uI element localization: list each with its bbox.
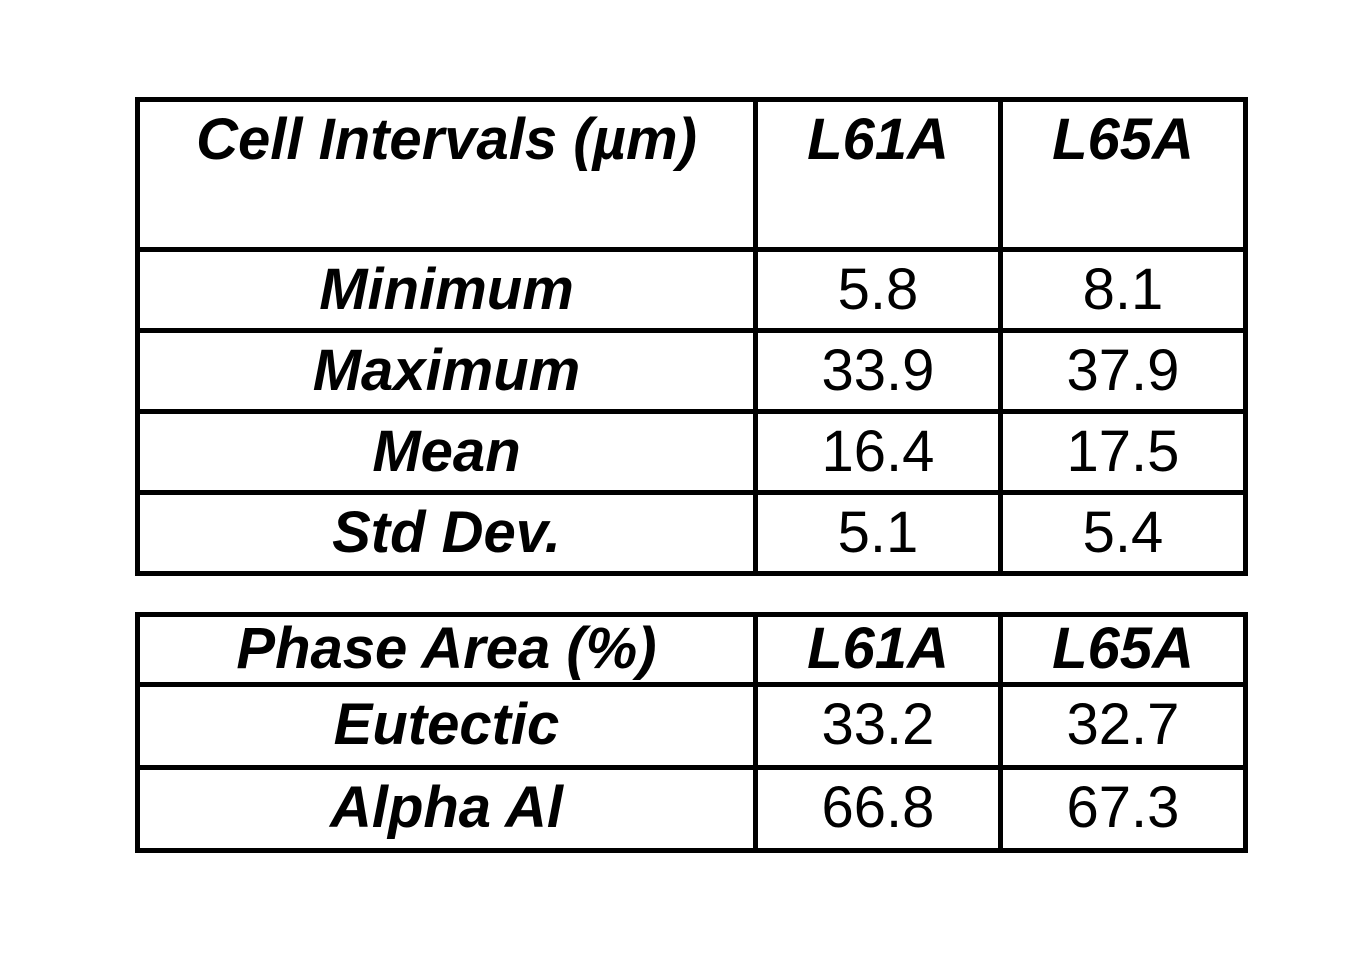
value-cell-l61a: 16.4 [753,409,1003,495]
phase-area-header: Phase Area (%) L61A L65A [135,612,1248,687]
table-row-alpha-al: Alpha Al 66.8 67.3 [135,764,1248,853]
value-cell-l61a: 33.9 [753,328,1003,414]
value-cell-l61a: 5.8 [753,247,1003,333]
table-row-minimum: Minimum 5.8 8.1 [135,247,1248,333]
phase-area-table: Phase Area (%) L61A L65A Eutectic 33.2 3… [135,612,1248,853]
phase-area-body: Eutectic 33.2 32.7 Alpha Al 66.8 67.3 [135,681,1248,853]
header-cell-l65a: L65A [998,612,1248,687]
value-cell-l65a: 8.1 [998,247,1248,333]
cell-intervals-table: Cell Intervals (µm) L61A L65A Minimum 5.… [135,97,1248,576]
value-cell-l65a: 67.3 [998,764,1248,853]
row-label-cell: Eutectic [135,681,758,770]
value-cell-l61a: 66.8 [753,764,1003,853]
table-row-maximum: Maximum 33.9 37.9 [135,328,1248,414]
header-row: Phase Area (%) L61A L65A [135,612,1248,687]
value-cell-l61a: 5.1 [753,490,1003,576]
header-cell-l65a: L65A [998,97,1248,252]
table-row-std-dev: Std Dev. 5.1 5.4 [135,490,1248,576]
value-cell-l65a: 5.4 [998,490,1248,576]
header-cell-l61a: L61A [753,97,1003,252]
cell-intervals-body: Minimum 5.8 8.1 Maximum 33.9 37.9 Mean 1… [135,247,1248,576]
value-cell-l65a: 17.5 [998,409,1248,495]
table-row-mean: Mean 16.4 17.5 [135,409,1248,495]
table-row-eutectic: Eutectic 33.2 32.7 [135,681,1248,770]
value-cell-l61a: 33.2 [753,681,1003,770]
row-label-cell: Alpha Al [135,764,758,853]
row-label-cell: Mean [135,409,758,495]
row-label-cell: Minimum [135,247,758,333]
header-row: Cell Intervals (µm) L61A L65A [135,97,1248,252]
header-cell-title: Phase Area (%) [135,612,758,687]
header-cell-l61a: L61A [753,612,1003,687]
header-cell-title: Cell Intervals (µm) [135,97,758,252]
row-label-cell: Std Dev. [135,490,758,576]
value-cell-l65a: 32.7 [998,681,1248,770]
cell-intervals-header: Cell Intervals (µm) L61A L65A [135,97,1248,252]
value-cell-l65a: 37.9 [998,328,1248,414]
row-label-cell: Maximum [135,328,758,414]
